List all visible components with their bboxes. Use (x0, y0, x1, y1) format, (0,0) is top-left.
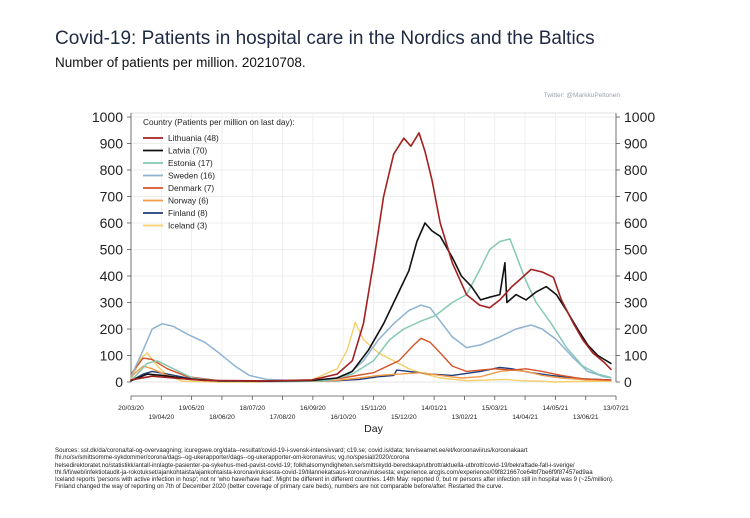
legend-label: Iceland (3) (168, 221, 207, 231)
y-tick-label-left: 0 (115, 374, 123, 390)
credit-text: Twitter: @MarkkuPeltonen (543, 92, 620, 99)
x-tick-label: 19/04/20 (148, 414, 174, 421)
y-tick-label-left: 700 (100, 189, 124, 205)
series-line (130, 132, 612, 382)
x-tick-label: 15/03/21 (482, 405, 508, 412)
x-tick-label: 14/01/21 (421, 405, 447, 412)
sources-line: Sources: sst.dk/da/corona/tal-og-overvaa… (55, 447, 528, 454)
legend-label: Estonia (17) (168, 158, 213, 168)
x-tick-label: 15/11/20 (361, 405, 387, 412)
sources-line: helsedirektoratet.no/statistikk/antall-i… (55, 461, 575, 469)
series-line (130, 337, 612, 382)
legend-label: Denmark (7) (168, 183, 214, 193)
x-tick-label: 17/08/20 (270, 414, 296, 421)
legend-title: Country (Patients per million on last da… (143, 117, 295, 127)
y-tick-label-left: 300 (100, 295, 124, 311)
y-tick-label-right: 400 (624, 268, 648, 284)
x-tick-label: 20/03/20 (118, 405, 144, 412)
y-tick-label-right: 100 (624, 348, 648, 364)
x-tick-label: 15/12/20 (391, 414, 417, 421)
x-tick-label: 13/07/21 (603, 405, 629, 412)
y-tick-label-left: 600 (100, 215, 124, 231)
chart-title: Covid-19: Patients in hospital care in t… (55, 28, 595, 49)
x-tick-label: 14/04/21 (512, 414, 538, 421)
x-tick-label: 16/09/20 (300, 405, 326, 412)
y-tick-label-left: 1000 (92, 109, 123, 125)
y-tick-label-right: 1000 (624, 109, 655, 125)
sources-note: Sources: sst.dk/da/corona/tal-og-overvaa… (55, 447, 735, 491)
legend-label: Latvia (70) (168, 146, 207, 156)
y-tick-label-right: 700 (624, 189, 648, 205)
y-tick-label-left: 800 (100, 162, 124, 178)
sources-line: thl.fi/fi/web/infektiotaudit-ja-rokotuks… (55, 468, 593, 476)
series-lines (130, 132, 612, 383)
y-tick-label-right: 600 (624, 215, 648, 231)
y-tick-label-left: 100 (100, 348, 124, 364)
y-tick-label-left: 900 (100, 136, 124, 152)
legend-label: Finland (8) (168, 208, 208, 218)
x-tick-label: 13/02/21 (452, 414, 478, 421)
x-tick-label: 18/06/20 (209, 414, 235, 421)
x-tick-label: 14/05/21 (543, 405, 569, 412)
x-tick-label: 19/05/20 (179, 405, 205, 412)
y-tick-label-right: 800 (624, 162, 648, 178)
legend-label: Lithuania (48) (168, 133, 219, 143)
sources-line: Finland changed the way of reporting on … (55, 483, 504, 491)
y-tick-label-right: 300 (624, 295, 648, 311)
x-tick-label: 13/06/21 (573, 414, 599, 421)
sources-line: Iceland reports 'persons with active inf… (55, 476, 614, 484)
series-line (130, 238, 612, 383)
legend-label: Sweden (16) (168, 171, 215, 181)
legend-label: Norway (6) (168, 196, 209, 206)
axes: 0 0 100 100 200 200 300 300 400 400 500 500 600 600 70… (92, 109, 656, 435)
sources-line: fhi.no/sv/smittsomme-sykdommer/corona/da… (55, 454, 410, 462)
y-tick-label-left: 400 (100, 268, 124, 284)
series-line (130, 304, 612, 382)
x-tick-label: 16/10/20 (330, 414, 356, 421)
y-tick-label-right: 500 (624, 242, 648, 258)
y-tick-label-left: 200 (100, 321, 124, 337)
y-tick-label-right: 200 (624, 321, 648, 337)
x-tick-label: 18/07/20 (239, 405, 265, 412)
y-tick-label-right: 0 (624, 374, 632, 390)
chart-subtitle: Number of patients per million. 20210708… (55, 55, 306, 70)
x-axis-title: Day (364, 423, 383, 435)
legend: Country (Patients per million on last da… (143, 117, 295, 231)
y-tick-label-right: 900 (624, 136, 648, 152)
y-tick-label-left: 500 (100, 242, 124, 258)
